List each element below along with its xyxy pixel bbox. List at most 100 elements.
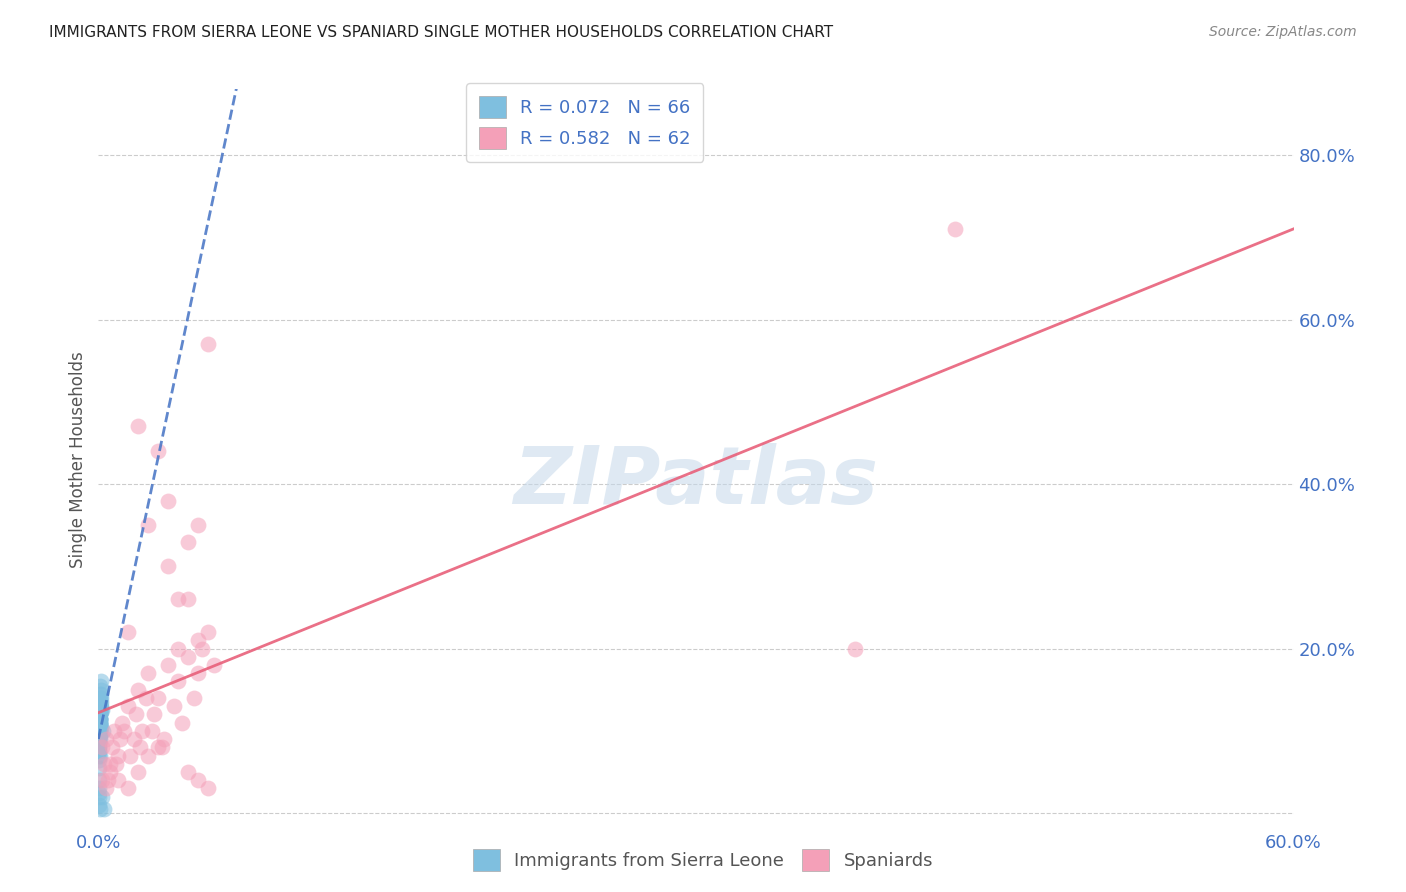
Point — [89, 723, 111, 738]
Point — [87, 789, 110, 804]
Point — [89, 728, 111, 742]
Point — [107, 748, 129, 763]
Point — [89, 712, 111, 726]
Point — [89, 748, 111, 763]
Point — [89, 695, 111, 709]
Point — [167, 641, 190, 656]
Point — [90, 674, 112, 689]
Point — [197, 337, 219, 351]
Point — [89, 712, 111, 726]
Point — [97, 773, 120, 788]
Point — [202, 658, 225, 673]
Point — [107, 773, 129, 788]
Point — [90, 695, 112, 709]
Point — [89, 690, 111, 705]
Point — [117, 699, 139, 714]
Point — [87, 781, 110, 796]
Point — [167, 592, 190, 607]
Point — [183, 690, 205, 705]
Point — [187, 666, 209, 681]
Point — [89, 699, 111, 714]
Point — [89, 712, 111, 726]
Point — [87, 748, 110, 763]
Point — [89, 728, 111, 742]
Point — [87, 786, 110, 800]
Point — [90, 682, 112, 697]
Point — [127, 764, 149, 779]
Point — [111, 715, 134, 730]
Point — [197, 781, 219, 796]
Point — [90, 720, 112, 734]
Point — [89, 712, 111, 726]
Point — [101, 740, 124, 755]
Point — [90, 690, 112, 705]
Point — [148, 740, 170, 755]
Point — [177, 764, 200, 779]
Y-axis label: Single Mother Households: Single Mother Households — [69, 351, 87, 567]
Point — [87, 732, 110, 747]
Point — [89, 707, 111, 722]
Point — [91, 789, 114, 804]
Point — [131, 723, 153, 738]
Point — [89, 707, 111, 722]
Point — [103, 723, 125, 738]
Point — [136, 666, 159, 681]
Point — [148, 444, 170, 458]
Point — [89, 736, 111, 750]
Point — [87, 797, 110, 812]
Point — [89, 715, 111, 730]
Point — [191, 641, 214, 656]
Text: ZIPatlas: ZIPatlas — [513, 442, 879, 521]
Point — [127, 419, 149, 434]
Point — [87, 744, 110, 758]
Point — [89, 707, 111, 722]
Point — [91, 773, 114, 788]
Point — [89, 736, 111, 750]
Point — [91, 740, 114, 755]
Point — [135, 690, 157, 705]
Point — [90, 699, 112, 714]
Legend: R = 0.072   N = 66, R = 0.582   N = 62: R = 0.072 N = 66, R = 0.582 N = 62 — [465, 84, 703, 161]
Legend: Immigrants from Sierra Leone, Spaniards: Immigrants from Sierra Leone, Spaniards — [465, 842, 941, 879]
Point — [89, 715, 111, 730]
Point — [98, 764, 122, 779]
Point — [177, 592, 200, 607]
Point — [89, 802, 111, 816]
Point — [89, 715, 111, 730]
Point — [844, 641, 866, 656]
Point — [129, 740, 152, 755]
Text: Source: ZipAtlas.com: Source: ZipAtlas.com — [1209, 25, 1357, 39]
Point — [89, 720, 111, 734]
Point — [89, 728, 111, 742]
Point — [148, 690, 170, 705]
Point — [125, 707, 148, 722]
Point — [136, 748, 159, 763]
Point — [153, 732, 176, 747]
Point — [87, 744, 110, 758]
Point — [943, 222, 966, 236]
Point — [90, 687, 112, 701]
Point — [177, 649, 200, 664]
Point — [90, 703, 112, 717]
Point — [89, 736, 111, 750]
Point — [89, 720, 111, 734]
Point — [197, 625, 219, 640]
Text: IMMIGRANTS FROM SIERRA LEONE VS SPANIARD SINGLE MOTHER HOUSEHOLDS CORRELATION CH: IMMIGRANTS FROM SIERRA LEONE VS SPANIARD… — [49, 25, 834, 40]
Point — [143, 707, 166, 722]
Point — [90, 703, 112, 717]
Point — [89, 712, 111, 726]
Point — [136, 518, 159, 533]
Point — [89, 723, 111, 738]
Point — [187, 773, 209, 788]
Point — [163, 699, 186, 714]
Point — [93, 756, 115, 771]
Point — [117, 781, 139, 796]
Point — [120, 748, 142, 763]
Point — [96, 781, 118, 796]
Point — [89, 723, 111, 738]
Point — [112, 723, 135, 738]
Point — [127, 682, 149, 697]
Point — [167, 674, 190, 689]
Point — [124, 732, 146, 747]
Point — [89, 703, 111, 717]
